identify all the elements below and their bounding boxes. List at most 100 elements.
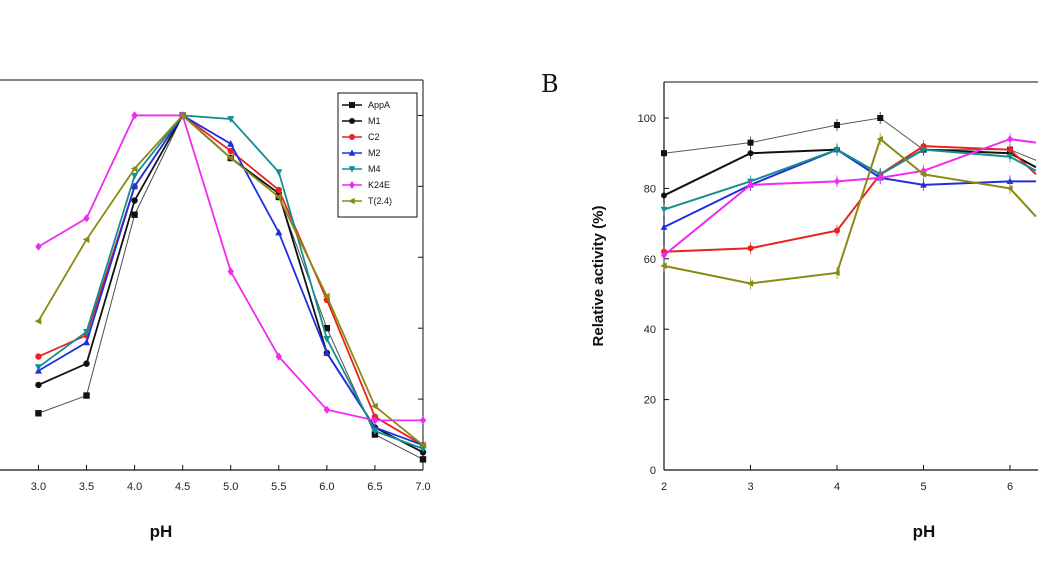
panel-a-legend-marker-m1 — [349, 118, 355, 124]
panel-b-point-k24e — [661, 251, 667, 260]
panel-a-point-m1 — [131, 197, 138, 204]
panel-a-legend-label-m4: M4 — [368, 164, 381, 174]
panel-a-legend-marker-t-2-4 — [348, 197, 355, 205]
panel-a-x-tick-label: 4.0 — [127, 481, 142, 493]
panel-a-x-tick-label: 3.5 — [79, 481, 94, 493]
panel-b-x-tick-label: 2 — [661, 481, 667, 493]
panel-b-point-t-2-4 — [660, 262, 667, 270]
panel-a-point-m1 — [83, 360, 90, 367]
panel-b-point-appa — [834, 122, 840, 129]
panel-a-point-t-2-4 — [178, 111, 186, 119]
panel-b-point-t-2-4 — [1006, 185, 1013, 192]
panel-a-point-m4 — [275, 169, 283, 177]
panel-a-point-m4 — [131, 172, 139, 180]
panel-a-point-m4 — [323, 335, 331, 343]
panel-a-legend-marker-k24e — [349, 181, 355, 189]
panel-b-chart: 0 20 40 60 80 100 2 3 4 5 6 Relative activity (%) pH… — [541, 70, 1038, 541]
panel-a-point-k24e — [131, 111, 138, 120]
panel-a-point-t-2-4 — [371, 402, 378, 410]
panel-a-point-k24e — [419, 416, 427, 425]
panel-a-chart: 3.0 3.5 4.0 4.5 5.0 5.5 6.0 6.5 7.0 pH AppA M1 C2 M2 M… — [0, 79, 431, 541]
panel-a-legend-label-appa: AppA — [368, 100, 390, 110]
panel-b-x-tick-label: 5 — [920, 481, 926, 493]
panel-a-point-c2 — [227, 147, 234, 155]
panel-a-legend-label-c2: C2 — [368, 132, 380, 142]
panel-a-point-k24e — [371, 416, 379, 425]
panel-b-y-tick-label: 0 — [650, 465, 656, 477]
panel-a-legend-label-m1: M1 — [368, 116, 381, 126]
panel-a-x-tick-label: 5.5 — [271, 481, 286, 493]
panel-b-x-tick-label: 3 — [747, 481, 753, 493]
panel-a-legend-marker-m2 — [348, 149, 356, 156]
panel-a-point-appa — [83, 392, 90, 399]
panel-b-y-tick-label: 80 — [644, 183, 656, 195]
panel-a-x-tick-label: 6.5 — [367, 481, 382, 493]
panel-a-x-tick-label: 7.0 — [415, 481, 430, 493]
panel-b-point-m4 — [1006, 154, 1014, 161]
panel-a-x-tick-label: 6.0 — [319, 481, 334, 493]
panel-b-point-k24e — [834, 177, 840, 186]
panel-b-point-t-2-4 — [876, 135, 883, 143]
panel-a-point-m4 — [83, 328, 91, 336]
panel-a-point-m2 — [275, 228, 283, 236]
panel-a-legend-marker-c2 — [349, 134, 355, 140]
panel-a-x-axis-label: pH — [150, 522, 173, 541]
panel-a-point-k24e — [227, 267, 234, 276]
panel-a-point-c2 — [35, 353, 42, 360]
panel-b-point-c2 — [1007, 146, 1013, 153]
panel-b-point-m2 — [1006, 177, 1014, 185]
panel-b-x-axis-label: pH — [913, 522, 936, 541]
panel-b-point-appa — [747, 139, 754, 146]
panel-b-letter: B — [541, 70, 559, 98]
panel-b-y-tick-label: 100 — [638, 113, 656, 125]
panel-a-point-k24e — [35, 242, 42, 251]
panel-b-series-line-m2 — [663, 148, 1036, 229]
panel-b-point-c2 — [747, 245, 754, 252]
panel-a-point-t-2-4 — [274, 193, 282, 201]
panel-b-y-tick-label: 40 — [644, 324, 656, 336]
panel-a-legend-label-k24e: K24E — [368, 180, 390, 190]
panel-b-point-k24e — [747, 180, 754, 189]
panel-b-point-appa — [877, 115, 884, 121]
panel-a-point-k24e — [275, 352, 282, 361]
panel-a-point-c2 — [275, 186, 282, 194]
panel-b-point-t-2-4 — [919, 171, 927, 178]
panel-a-point-t-2-4 — [419, 441, 426, 449]
panel-b-point-m4 — [833, 146, 841, 154]
panel-b-y-tick-label: 20 — [644, 395, 656, 407]
panel-a-point-m4 — [371, 428, 379, 435]
panel-a-point-m4 — [34, 364, 42, 372]
panel-a-point-t-2-4 — [226, 154, 234, 162]
panel-a-point-m4 — [227, 116, 235, 123]
panel-a-x-tick-label: 5.0 — [223, 481, 238, 493]
panel-a-point-appa — [35, 410, 42, 417]
panel-b-point-t-2-4 — [833, 269, 840, 277]
panel-a-point-appa — [131, 211, 138, 218]
panel-b-point-m4 — [660, 206, 668, 214]
panel-b-series-line-t-2-4 — [663, 137, 1037, 285]
panel-a-point-appa — [419, 456, 427, 463]
panel-a-legend-label-t-2-4: T(2.4) — [368, 196, 392, 206]
panel-b-point-k24e — [1007, 135, 1013, 144]
panel-a-point-m2 — [131, 182, 139, 190]
panel-a-legend: AppA M1 C2 M2 M4 K24E T(2.4) — [337, 92, 418, 218]
panel-b-point-k24e — [877, 173, 884, 182]
panel-b-point-m2 — [660, 223, 668, 230]
panel-a-point-m2 — [83, 338, 91, 346]
panel-a-point-t-2-4 — [323, 292, 330, 300]
panel-b-point-m1 — [661, 192, 667, 199]
panel-a-point-appa — [323, 324, 331, 332]
panel-b-point-t-2-4 — [746, 280, 754, 287]
panel-a-x-tick-label: 4.5 — [175, 481, 190, 493]
panel-a-legend-marker-m4 — [348, 166, 356, 173]
panel-b-point-appa — [661, 150, 667, 157]
panel-a-point-t-2-4 — [34, 317, 42, 325]
panel-b-point-c2 — [834, 227, 840, 234]
panel-a-legend-marker-appa — [349, 102, 355, 108]
panel-a-x-tick-label: 3.0 — [31, 481, 46, 493]
panel-b-point-m4 — [920, 146, 927, 154]
panel-b-y-axis-label: Relative activity (%) — [590, 206, 607, 347]
panel-b-x-tick-label: 4 — [834, 481, 840, 493]
panel-b-y-tick-label: 60 — [644, 254, 656, 266]
